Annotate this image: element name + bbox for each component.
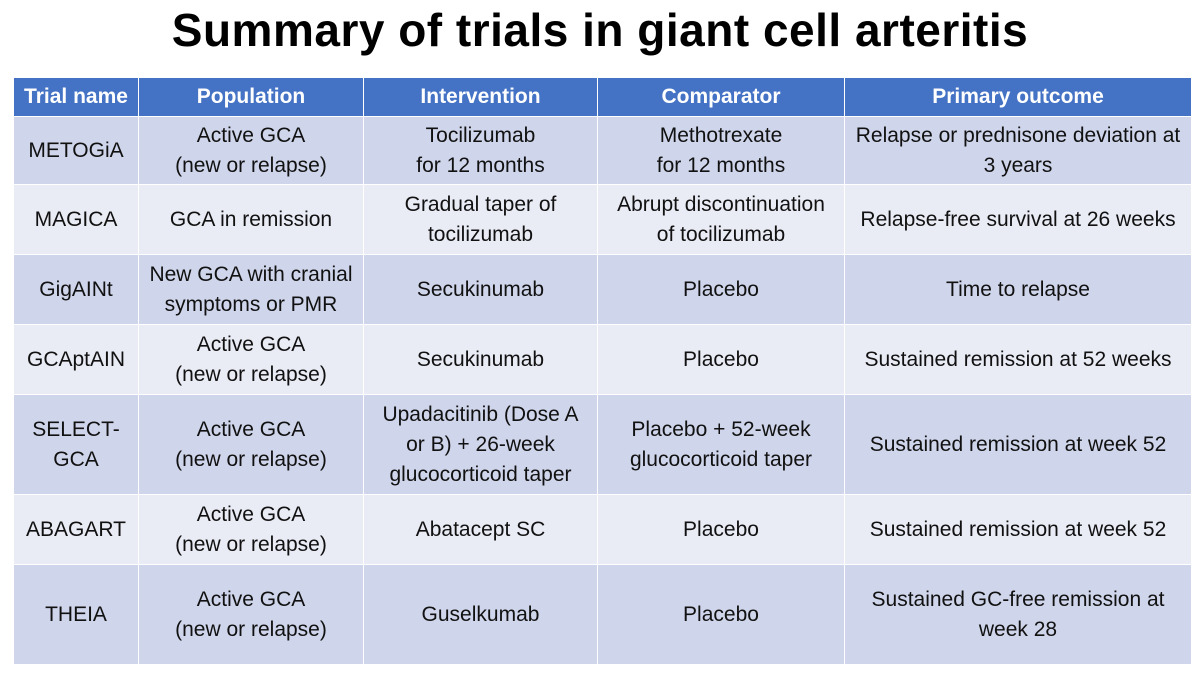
table-row: MAGICA GCA in remission Gradual taper of… bbox=[13, 184, 1192, 255]
cell-population: New GCA with cranial symptoms or PMR bbox=[138, 254, 364, 325]
table-row: THEIA Active GCA (new or relapse) Guselk… bbox=[13, 564, 1192, 665]
table-row: ABAGART Active GCA (new or relapse) Abat… bbox=[13, 494, 1192, 565]
cell-comparator: Placebo bbox=[597, 324, 845, 395]
cell-comparator: Methotrexate for 12 months bbox=[597, 116, 845, 185]
cell-population: Active GCA (new or relapse) bbox=[138, 564, 364, 665]
table-row: GigAINt New GCA with cranial symptoms or… bbox=[13, 254, 1192, 325]
cell-trial-name: SELECT- GCA bbox=[13, 394, 139, 495]
header-comparator: Comparator bbox=[597, 77, 845, 117]
cell-comparator: Placebo bbox=[597, 494, 845, 565]
table-row: METOGiA Active GCA (new or relapse) Toci… bbox=[13, 116, 1192, 185]
cell-trial-name: THEIA bbox=[13, 564, 139, 665]
cell-primary-outcome: Sustained remission at week 52 bbox=[844, 494, 1192, 565]
cell-population: Active GCA (new or relapse) bbox=[138, 116, 364, 185]
cell-trial-name: METOGiA bbox=[13, 116, 139, 185]
cell-intervention: Upadacitinib (Dose A or B) + 26-week glu… bbox=[363, 394, 598, 495]
cell-primary-outcome: Relapse or prednisone deviation at 3 yea… bbox=[844, 116, 1192, 185]
table-row: SELECT- GCA Active GCA (new or relapse) … bbox=[13, 394, 1192, 495]
cell-population: GCA in remission bbox=[138, 184, 364, 255]
cell-population: Active GCA (new or relapse) bbox=[138, 394, 364, 495]
cell-primary-outcome: Sustained remission at 52 weeks bbox=[844, 324, 1192, 395]
cell-primary-outcome: Sustained GC-free remission at week 28 bbox=[844, 564, 1192, 665]
cell-population: Active GCA (new or relapse) bbox=[138, 494, 364, 565]
header-population: Population bbox=[138, 77, 364, 117]
cell-intervention: Tocilizumab for 12 months bbox=[363, 116, 598, 185]
cell-trial-name: GigAINt bbox=[13, 254, 139, 325]
cell-trial-name: GCAptAIN bbox=[13, 324, 139, 395]
trials-table: Trial name Population Intervention Compa… bbox=[13, 77, 1192, 665]
cell-intervention: Secukinumab bbox=[363, 254, 598, 325]
cell-trial-name: MAGICA bbox=[13, 184, 139, 255]
cell-intervention: Gradual taper of tocilizumab bbox=[363, 184, 598, 255]
cell-primary-outcome: Sustained remission at week 52 bbox=[844, 394, 1192, 495]
cell-comparator: Placebo bbox=[597, 564, 845, 665]
cell-comparator: Placebo bbox=[597, 254, 845, 325]
table-row: GCAptAIN Active GCA (new or relapse) Sec… bbox=[13, 324, 1192, 395]
header-primary-outcome: Primary outcome bbox=[844, 77, 1192, 117]
cell-comparator: Placebo + 52-week glucocorticoid taper bbox=[597, 394, 845, 495]
cell-intervention: Secukinumab bbox=[363, 324, 598, 395]
cell-population: Active GCA (new or relapse) bbox=[138, 324, 364, 395]
slide-title: Summary of trials in giant cell arteriti… bbox=[171, 4, 1029, 56]
cell-comparator: Abrupt discontinuation of tocilizumab bbox=[597, 184, 845, 255]
cell-primary-outcome: Time to relapse bbox=[844, 254, 1192, 325]
cell-primary-outcome: Relapse-free survival at 26 weeks bbox=[844, 184, 1192, 255]
cell-intervention: Guselkumab bbox=[363, 564, 598, 665]
table-header-row: Trial name Population Intervention Compa… bbox=[13, 77, 1192, 117]
cell-intervention: Abatacept SC bbox=[363, 494, 598, 565]
cell-trial-name: ABAGART bbox=[13, 494, 139, 565]
header-trial-name: Trial name bbox=[13, 77, 139, 117]
header-intervention: Intervention bbox=[363, 77, 598, 117]
